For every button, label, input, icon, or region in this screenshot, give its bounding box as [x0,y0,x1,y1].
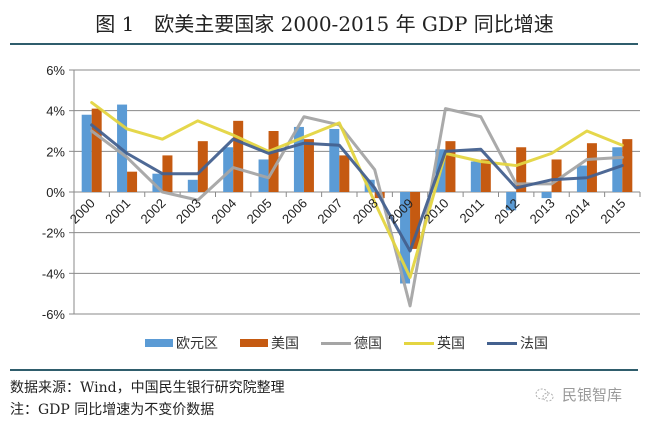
legend-item-france: 法国 [487,333,548,353]
y-tick-label: 4% [46,104,65,119]
legend-swatch-germany [321,341,351,345]
x-tick-label: 2004 [208,196,239,227]
bar-eurozone [152,173,163,192]
source-note: 数据来源：Wind，中国民生银行研究院整理 [10,380,285,396]
legend-item-uk: 英国 [404,333,465,353]
wechat-logo-icon [535,388,554,401]
bar-us [480,159,491,192]
legend-item-germany: 德国 [321,333,382,353]
bar-us [622,139,633,192]
legend-swatch-uk [404,341,434,345]
legend-item-eurozone: 欧元区 [145,333,218,353]
bar-us [127,171,138,192]
bottom-rule [10,369,638,371]
bar-eurozone [400,192,411,284]
bar-us [233,120,244,192]
x-tick-label: 2014 [562,196,593,227]
bar-us [516,147,527,192]
bar-us [339,155,350,192]
y-tick-label: -4% [42,266,66,281]
figure-title: 图 1 欧美主要国家 2000-2015 年 GDP 同比增速 [95,12,554,36]
legend-swatch-france [487,341,517,345]
legend-swatch-us [240,339,268,347]
watermark: 民银智库 [534,384,622,405]
x-tick-label: 2007 [314,196,345,227]
legend-label-eurozone: 欧元区 [176,336,218,352]
chart-legend: 欧元区 美国 德国 英国 法国 [145,333,548,353]
x-tick-label: 2012 [491,196,522,227]
x-tick-label: 2002 [138,196,169,227]
bar-us [551,159,562,192]
x-tick-label: 2008 [350,196,381,227]
watermark-text: 民银智库 [562,386,623,404]
data-note: 注：GDP 同比增速为不变价数据 [10,402,215,418]
legend-item-us: 美国 [240,333,299,353]
x-tick-label: 2015 [597,196,628,227]
bar-us [445,141,456,192]
line-uk [90,101,624,279]
y-tick-label: -6% [42,307,66,322]
x-tick-label: 2013 [527,196,558,227]
legend-label-france: 法国 [520,336,548,352]
x-tick-label: 2000 [67,196,98,227]
legend-label-uk: 英国 [437,336,465,352]
bar-eurozone [329,128,340,192]
x-tick-label: 2001 [102,196,133,227]
x-tick-label: 2010 [421,196,452,227]
bar-eurozone [364,179,375,192]
y-tick-label: 0% [46,185,65,200]
bar-eurozone [470,161,481,192]
bar-eurozone [187,179,198,192]
bar-us [91,108,102,192]
bar-us [586,143,597,192]
y-tick-label: -2% [42,226,66,241]
legend-label-us: 美国 [271,336,299,352]
line-france [90,123,624,253]
top-rule [10,43,638,45]
legend-label-germany: 德国 [354,336,382,352]
bar-us [410,192,421,249]
x-tick-label: 2011 [457,196,487,226]
gdp-growth-chart: 6%4%2%0%-2%-4%-6%2000 2001 2002 2003 2004 200… [42,63,641,322]
bar-us [197,141,208,192]
legend-swatch-eurozone [145,339,173,347]
x-tick-label: 2005 [244,196,275,227]
y-tick-label: 2% [46,144,65,159]
bar-eurozone [81,114,92,192]
bar-eurozone [612,147,623,192]
bar-eurozone [223,147,234,192]
bar-eurozone [541,192,552,199]
bar-us [303,139,314,192]
bar-eurozone [293,126,304,192]
bar-eurozone [506,192,517,211]
bar-us [268,131,279,192]
y-tick-label: 6% [46,63,65,78]
x-tick-label: 2006 [279,196,310,227]
